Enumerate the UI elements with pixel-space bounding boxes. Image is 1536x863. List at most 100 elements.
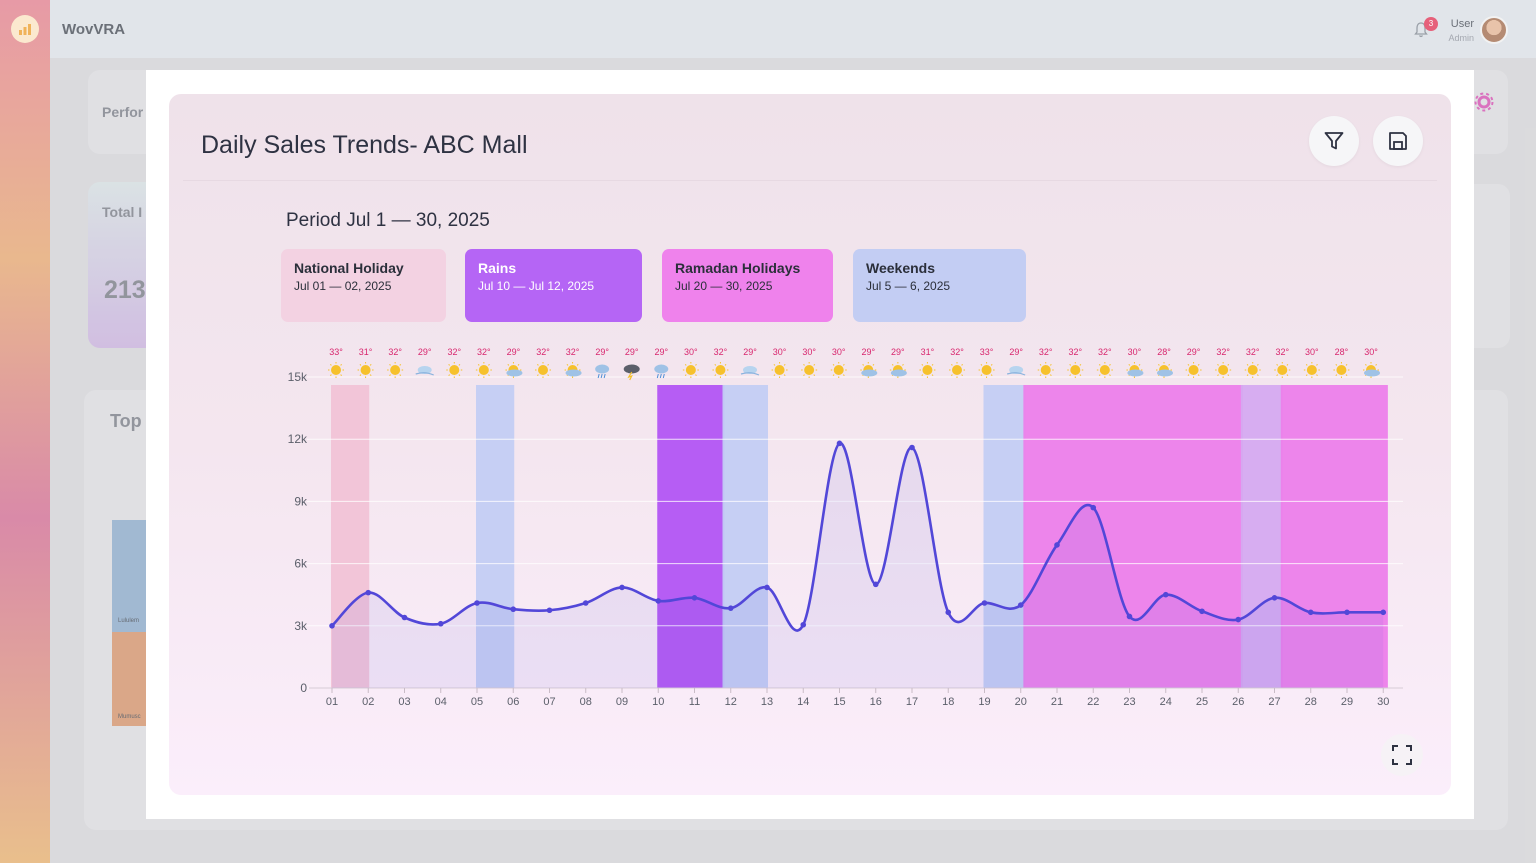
background-bar-label: Lululem	[118, 618, 140, 624]
sun-ray	[684, 374, 687, 377]
title-divider	[183, 180, 1437, 181]
sun-ray	[961, 363, 964, 366]
sun-ray	[477, 363, 480, 366]
data-point	[437, 620, 444, 627]
user-name: User	[1450, 18, 1474, 30]
rain-icon	[654, 364, 669, 374]
sun-icon	[478, 365, 489, 375]
sun-ray	[1305, 363, 1308, 366]
bell-icon[interactable]	[1414, 22, 1428, 38]
sales-line-chart: 0 3k 6k 9k 12k 15k 01 02 03 04 05 06 07 08 09 10 11 12 13 1…	[288, 347, 1403, 708]
app-name: WovVRA	[62, 21, 126, 38]
sun-ray	[1364, 363, 1367, 366]
sun-ray	[340, 374, 343, 377]
sun-ray	[714, 363, 717, 366]
avatar[interactable]	[1480, 16, 1508, 44]
y-tick-label: 3k	[294, 619, 308, 633]
background-bar-segment	[112, 632, 146, 726]
sun-ray	[448, 374, 451, 377]
rain-drop	[603, 373, 606, 379]
y-tick-label: 9k	[294, 494, 308, 508]
legend-card-rains[interactable]: Rains Jul 10 — Jul 12, 2025	[465, 249, 642, 322]
sun-ray	[1079, 363, 1082, 366]
sun-ray	[931, 363, 934, 366]
cloud-icon	[861, 369, 878, 377]
fullscreen-icon	[1392, 745, 1412, 765]
temperature-label: 30°	[684, 347, 698, 357]
data-point	[1054, 542, 1060, 548]
gear-icon[interactable]	[1474, 92, 1494, 112]
sun-ray	[1109, 363, 1111, 366]
x-tick-label: 29	[1341, 696, 1353, 708]
chart-panel: Daily Sales Trends- ABC Mall Period Jul …	[169, 94, 1451, 795]
data-point	[800, 621, 807, 628]
sun-ray	[458, 374, 461, 377]
cloud-icon	[1364, 369, 1380, 377]
sun-ray	[980, 374, 983, 377]
x-tick-label: 19	[978, 696, 990, 708]
legend-card-ramadan-holidays[interactable]: Ramadan Holidays Jul 20 — 30, 2025	[662, 249, 833, 322]
sun-icon	[922, 365, 933, 375]
temperature-label: 32°	[536, 347, 550, 357]
sun-ray	[1069, 374, 1072, 377]
cloud-icon	[1009, 366, 1024, 374]
sun-ray	[961, 374, 964, 377]
series-area	[332, 443, 1384, 688]
sun-icon	[390, 365, 401, 375]
sun-ray	[329, 363, 332, 366]
data-point	[1017, 602, 1024, 608]
fullscreen-button[interactable]	[1381, 734, 1423, 776]
data-point	[981, 600, 988, 606]
x-tick-label: 24	[1160, 696, 1172, 708]
sun-ray	[773, 374, 776, 377]
highlight-band	[1023, 385, 1243, 688]
sun-icon	[981, 365, 992, 375]
x-tick-label: 04	[435, 696, 447, 708]
save-button[interactable]	[1373, 116, 1423, 166]
x-tick-label: 27	[1268, 696, 1280, 708]
sun-ray	[921, 374, 924, 377]
temperature-label: 29°	[891, 347, 905, 357]
sun-ray	[458, 363, 461, 366]
legend-card-national-holiday[interactable]: National Holiday Jul 01 — 02, 2025	[281, 249, 446, 322]
lightning-icon	[627, 371, 633, 381]
temperature-label: 29°	[1009, 347, 1023, 357]
temperature-label: 32°	[1098, 347, 1112, 357]
sun-ray	[1256, 363, 1259, 366]
sun-ray	[773, 363, 776, 366]
temperature-label: 32°	[1246, 347, 1260, 357]
sun-ray	[1168, 363, 1171, 366]
x-tick-label: 06	[507, 696, 519, 708]
x-tick-label: 02	[362, 696, 374, 708]
sun-ray	[488, 363, 490, 366]
cloud-icon	[565, 369, 582, 377]
sun-ray	[1286, 374, 1289, 377]
x-tick-label: 11	[689, 696, 700, 708]
sun-icon	[1070, 365, 1081, 375]
page-title: Daily Sales Trends- ABC Mall	[201, 131, 528, 159]
x-tick-label: 18	[942, 696, 954, 708]
filter-button[interactable]	[1309, 116, 1359, 166]
temperature-label: 29°	[1187, 347, 1201, 357]
legend-card-weekends[interactable]: Weekends Jul 5 — 6, 2025	[853, 249, 1026, 322]
sun-ray	[566, 363, 569, 366]
temperature-label: 29°	[507, 347, 521, 357]
x-tick-label: 08	[580, 696, 592, 708]
storm-icon	[623, 364, 640, 374]
x-tick-label: 26	[1232, 696, 1244, 708]
x-tick-label: 10	[652, 696, 664, 708]
temperature-label: 31°	[359, 347, 373, 357]
rain-drop	[597, 373, 600, 379]
wind-icon	[1006, 372, 1026, 376]
cloud-icon	[890, 369, 907, 377]
app-logo-icon[interactable]	[11, 15, 39, 43]
sun-ray	[684, 363, 687, 366]
rain-drop	[600, 373, 603, 379]
sun-ray	[950, 363, 953, 366]
sun-icon	[1247, 365, 1258, 375]
cloud-icon	[743, 366, 757, 374]
sun-ray	[547, 363, 550, 366]
sun-ray	[990, 363, 993, 366]
sun-ray	[517, 363, 520, 366]
sun-ray	[1276, 363, 1279, 366]
